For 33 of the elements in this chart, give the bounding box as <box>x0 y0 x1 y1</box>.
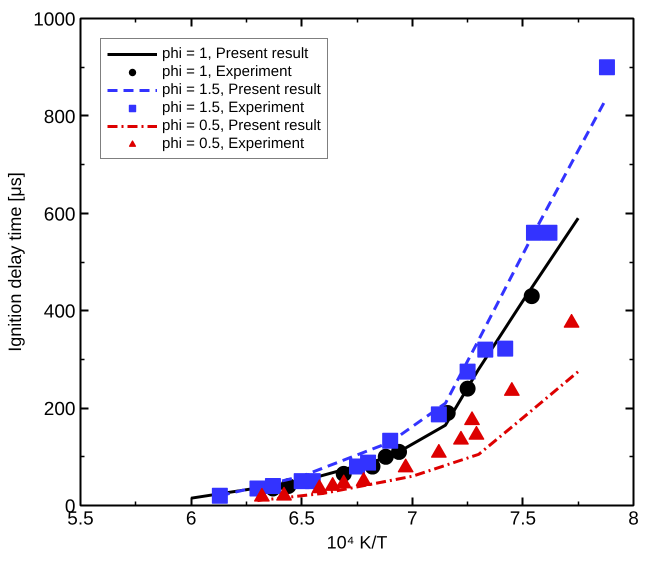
legend-label: phi = 1.5, Present result <box>162 81 321 98</box>
point <box>430 406 447 422</box>
point <box>477 342 494 358</box>
x-tick-label: 6.5 <box>288 508 315 530</box>
legend-label: phi = 0.5, Present result <box>162 117 321 134</box>
point <box>212 488 228 504</box>
point <box>497 340 514 357</box>
y-tick-label: 600 <box>44 204 76 226</box>
x-tick-label: 6 <box>186 508 196 530</box>
point <box>378 448 394 465</box>
y-tick-label: 200 <box>44 399 76 420</box>
point <box>524 288 540 304</box>
point <box>460 380 476 397</box>
y-tick-label: 400 <box>44 302 76 323</box>
point <box>460 364 476 380</box>
point <box>541 224 558 241</box>
y-tick-label: 1000 <box>33 10 76 30</box>
point <box>598 59 615 76</box>
point <box>382 432 398 449</box>
x-tick-label: 7 <box>407 508 418 530</box>
point <box>526 224 542 241</box>
y-axis-title: Ignition delay time [μs] <box>5 172 26 352</box>
x-tick-label: 7.5 <box>510 508 536 530</box>
x-tick-label: 8 <box>628 508 639 530</box>
point <box>391 444 408 460</box>
x-axis-title: 10⁴ K/T <box>326 532 388 552</box>
legend-label: phi = 0.5, Experiment <box>162 135 304 152</box>
line-series <box>256 370 580 502</box>
legend-label: phi = 1.5, Experiment <box>162 99 304 116</box>
legend-label: phi = 1, Present result <box>162 45 308 62</box>
y-tick-label: 800 <box>44 106 76 128</box>
point <box>360 454 376 471</box>
legend-label: phi = 1, Experiment <box>162 63 292 80</box>
